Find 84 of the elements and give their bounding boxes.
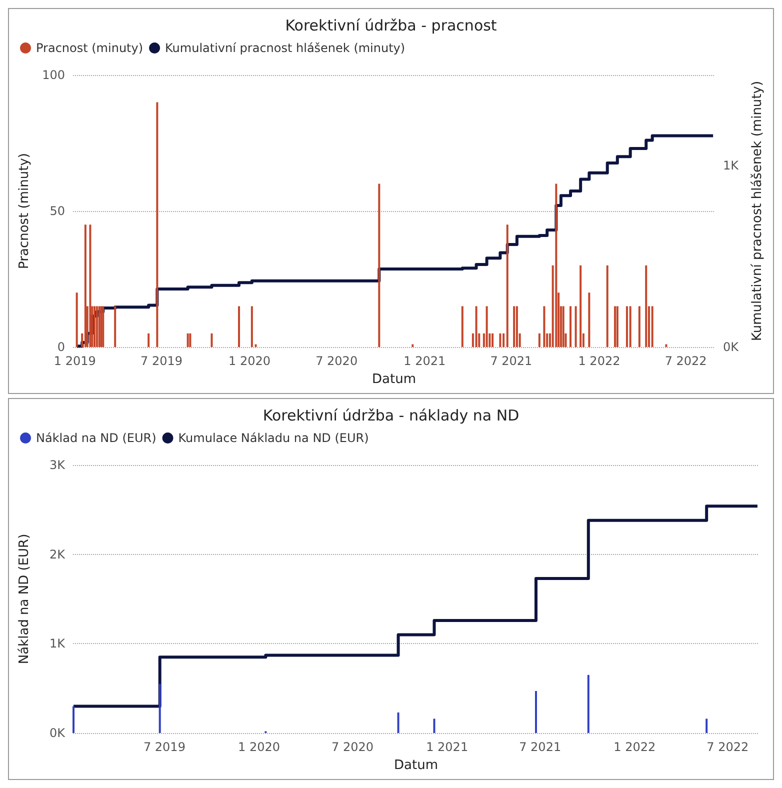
bar [378,184,380,347]
bar [96,306,98,347]
bar [570,306,572,347]
chart-title: Korektivní údržba - pracnost [285,16,497,34]
bar [506,224,508,347]
bar [210,333,213,347]
x-tick-label: 1 2021 [426,740,468,754]
x-axis-title: Datum [372,372,416,387]
bar [250,306,253,347]
y2-axis-title: Kumulativní pracnost hlášenek (minuty) [750,80,765,342]
x-axis-title: Datum [394,758,438,773]
bar [475,306,478,347]
bar [397,712,400,733]
legend-label: Kumulativní pracnost hlášenek (minuty) [165,41,406,55]
bar [433,718,436,733]
x-tick-label: 7 2022 [706,740,749,754]
bar [486,306,488,347]
y-tick-label: 3K [49,458,66,472]
bar [574,306,577,347]
x-tick-label: 7 2021 [490,354,532,368]
x-tick-label: 1 2022 [614,740,656,754]
bar [606,265,608,347]
y2-tick-label: 0K [723,340,740,354]
x-tick-label: 7 2019 [143,740,186,754]
legend-label: Náklad na ND (EUR) [36,431,156,445]
bar [499,333,502,347]
bar [89,224,92,347]
bar [238,306,240,347]
legend-label: Pracnost (minuty) [36,41,144,55]
bar [538,333,540,347]
bar [102,306,104,347]
bar [580,265,582,347]
x-tick-label: 1 2021 [404,354,446,368]
y-tick-label: 0K [49,726,66,740]
y-tick-label: 1K [49,636,66,651]
bar [114,306,116,347]
bar [94,306,96,347]
x-tick-label: 7 2020 [316,354,358,368]
bar [588,292,590,347]
bar [665,344,668,347]
bar [412,344,414,347]
x-tick-label: 1 2022 [578,354,620,368]
bar [638,306,640,347]
y2-tick-label: 1K [723,158,740,173]
bar [492,333,494,347]
bar [706,718,708,733]
bar [158,684,161,733]
bar [626,306,628,347]
bar [502,333,505,347]
x-tick-label: 1 2020 [238,740,280,754]
bar [587,674,590,733]
bar [516,306,518,347]
bar [616,306,618,347]
chart-title: Korektivní údržba - náklady na ND [262,406,520,424]
bar [543,306,546,347]
x-tick-label: 1 2020 [228,354,271,368]
bar [562,306,564,347]
x-tick-label: 7 2019 [140,354,182,368]
bar [534,691,537,733]
y-axis-title: Náklad na ND (EUR) [17,534,32,664]
bar [651,306,654,347]
bar [629,306,632,347]
bar [186,333,189,347]
bar [156,102,158,347]
bar [555,184,558,347]
bar [461,306,464,347]
y-tick-label: 50 [50,204,65,218]
bar [513,306,516,347]
x-tick-label: 7 2022 [664,354,707,368]
y-axis-title: Pracnost (minuty) [17,153,32,269]
bar [84,224,86,347]
bar [72,706,75,733]
legend-label: Kumulace Nákladu na ND (EUR) [178,431,369,445]
x-tick-label: 7 2020 [332,740,374,754]
y-tick-label: 100 [42,68,65,82]
bar [645,265,648,347]
x-tick-label: 1 2019 [54,354,96,368]
bar [189,333,192,347]
bar [76,292,78,347]
y-tick-label: 0 [57,340,65,354]
bar [148,333,150,347]
bar [614,306,616,347]
x-tick-label: 7 2021 [519,740,562,754]
y-tick-label: 2K [49,547,66,562]
